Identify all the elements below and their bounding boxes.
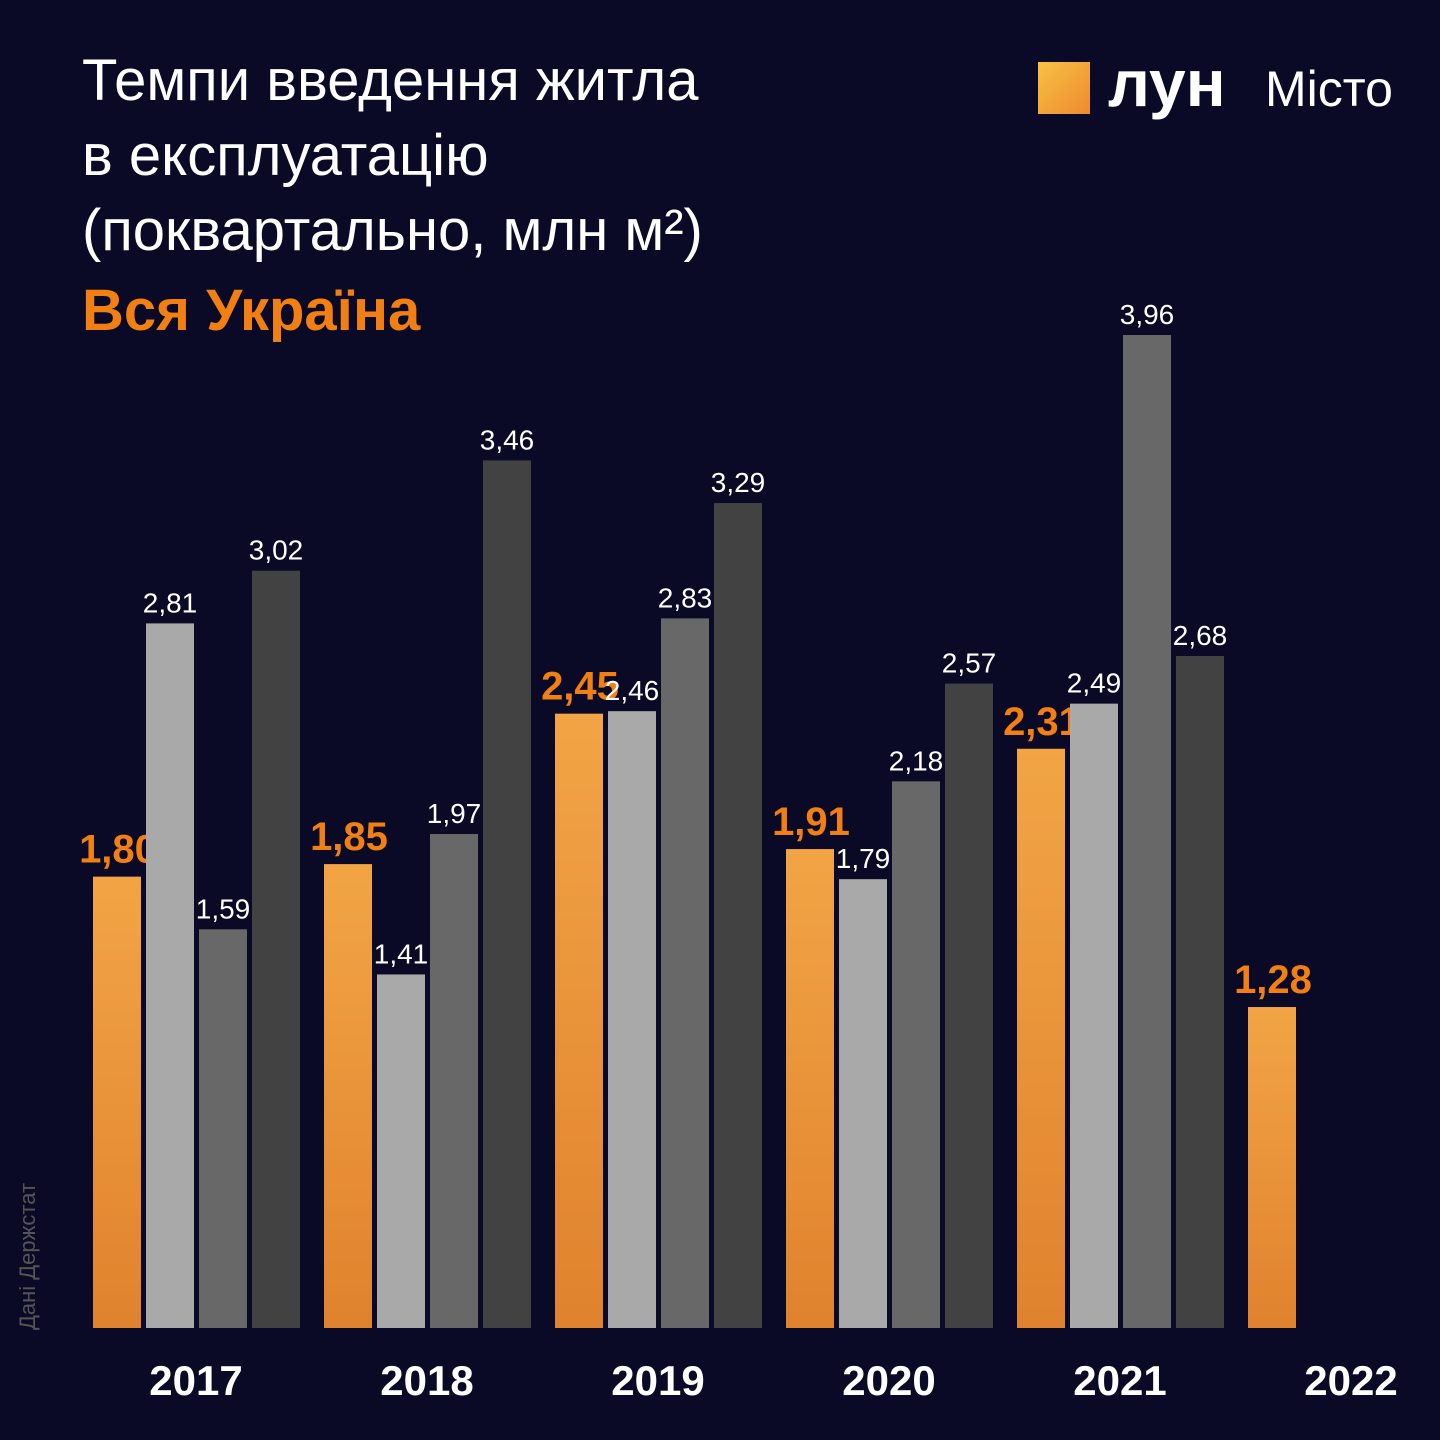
value-label: 2,49 bbox=[1067, 668, 1122, 699]
value-label: 1,91 bbox=[772, 800, 850, 844]
value-label: 2,83 bbox=[658, 582, 713, 613]
value-label: 2,18 bbox=[889, 745, 944, 776]
chart-title: Темпи введення житла bbox=[82, 48, 699, 113]
x-tick-label: 2019 bbox=[611, 1357, 704, 1404]
value-label: 3,02 bbox=[249, 535, 304, 566]
bar bbox=[324, 864, 372, 1328]
value-label: 3,96 bbox=[1120, 299, 1175, 330]
x-tick-label: 2021 bbox=[1073, 1357, 1166, 1404]
logo: Місто bbox=[1265, 61, 1393, 117]
bar bbox=[892, 781, 940, 1328]
value-label: 2,31 bbox=[1003, 700, 1081, 744]
logo-icon bbox=[1038, 62, 1090, 114]
x-tick-label: 2022 bbox=[1304, 1357, 1397, 1404]
bar bbox=[93, 876, 141, 1328]
bar bbox=[377, 974, 425, 1328]
bar bbox=[1248, 1007, 1296, 1328]
bar bbox=[714, 503, 762, 1329]
value-label: 1,97 bbox=[427, 798, 482, 829]
bar bbox=[555, 713, 603, 1328]
bar bbox=[945, 683, 993, 1328]
value-label: 1,28 bbox=[1234, 958, 1312, 1002]
bar bbox=[199, 929, 247, 1328]
bar bbox=[1070, 703, 1118, 1328]
bar bbox=[252, 570, 300, 1328]
bar bbox=[1017, 748, 1065, 1328]
logo: лун bbox=[1108, 46, 1226, 120]
x-tick-label: 2017 bbox=[149, 1357, 242, 1404]
value-label: 2,45 bbox=[541, 665, 619, 709]
chart-title: (поквартально, млн м²) bbox=[82, 198, 703, 263]
bar bbox=[839, 879, 887, 1328]
value-label: 1,85 bbox=[310, 815, 388, 859]
value-label: 2,81 bbox=[143, 587, 198, 618]
chart-subtitle: Вся Україна bbox=[82, 278, 421, 343]
source: Дані Держстат bbox=[15, 1183, 40, 1330]
value-label: 2,57 bbox=[942, 648, 997, 679]
value-label: 1,41 bbox=[374, 938, 429, 969]
chart-title: в експлуатацію bbox=[82, 123, 489, 188]
bar bbox=[661, 618, 709, 1328]
value-label: 2,46 bbox=[605, 675, 660, 706]
value-label: 1,59 bbox=[196, 893, 251, 924]
x-tick-label: 2018 bbox=[380, 1357, 473, 1404]
bar bbox=[1176, 655, 1224, 1328]
bar bbox=[483, 460, 531, 1328]
x-tick-label: 2020 bbox=[842, 1357, 935, 1404]
value-label: 3,46 bbox=[480, 424, 535, 455]
bar bbox=[146, 623, 194, 1328]
value-label: 2,68 bbox=[1173, 620, 1228, 651]
bar bbox=[430, 834, 478, 1328]
value-label: 1,80 bbox=[79, 828, 157, 872]
value-label: 3,29 bbox=[711, 467, 766, 498]
bar bbox=[1123, 335, 1171, 1328]
bar bbox=[786, 849, 834, 1328]
bar bbox=[608, 711, 656, 1328]
value-label: 1,79 bbox=[836, 843, 891, 874]
